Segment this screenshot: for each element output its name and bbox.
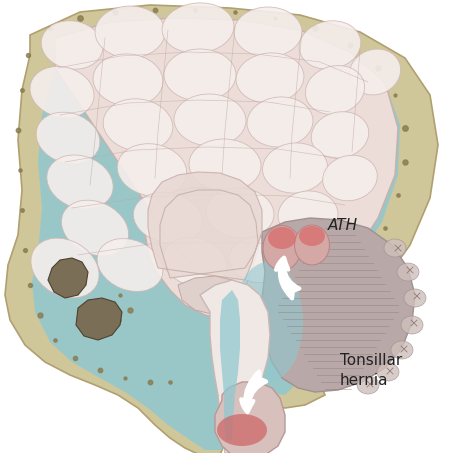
Polygon shape xyxy=(148,172,262,280)
Ellipse shape xyxy=(299,226,325,246)
Ellipse shape xyxy=(384,239,406,257)
Ellipse shape xyxy=(30,67,94,118)
Polygon shape xyxy=(55,18,398,320)
Ellipse shape xyxy=(47,155,113,209)
Ellipse shape xyxy=(174,94,246,146)
Ellipse shape xyxy=(311,112,369,158)
Polygon shape xyxy=(5,5,438,453)
Ellipse shape xyxy=(299,21,361,69)
Ellipse shape xyxy=(278,191,338,239)
Ellipse shape xyxy=(95,6,165,58)
Ellipse shape xyxy=(41,21,103,69)
Ellipse shape xyxy=(404,289,426,307)
Polygon shape xyxy=(220,290,240,440)
Ellipse shape xyxy=(305,66,365,115)
Ellipse shape xyxy=(36,112,100,164)
Ellipse shape xyxy=(263,226,301,270)
Ellipse shape xyxy=(349,49,401,95)
Ellipse shape xyxy=(97,239,163,291)
Ellipse shape xyxy=(31,238,99,298)
Ellipse shape xyxy=(391,341,413,359)
Polygon shape xyxy=(200,280,270,453)
Polygon shape xyxy=(215,382,285,453)
Ellipse shape xyxy=(247,97,313,147)
Ellipse shape xyxy=(236,53,304,103)
Ellipse shape xyxy=(163,237,227,287)
Text: ATH: ATH xyxy=(328,218,358,233)
Ellipse shape xyxy=(401,316,423,334)
Polygon shape xyxy=(76,298,122,340)
Ellipse shape xyxy=(233,262,303,382)
Ellipse shape xyxy=(397,263,419,281)
Ellipse shape xyxy=(62,200,128,256)
Polygon shape xyxy=(178,276,242,314)
Polygon shape xyxy=(262,218,415,392)
Ellipse shape xyxy=(217,414,267,446)
Ellipse shape xyxy=(323,155,377,201)
Ellipse shape xyxy=(164,49,236,101)
Ellipse shape xyxy=(268,227,296,249)
Ellipse shape xyxy=(162,3,234,53)
Ellipse shape xyxy=(377,363,399,381)
Ellipse shape xyxy=(103,99,173,151)
Ellipse shape xyxy=(263,143,328,193)
Polygon shape xyxy=(32,18,400,450)
Ellipse shape xyxy=(206,188,274,238)
Text: Tonsillar
hernia: Tonsillar hernia xyxy=(340,353,402,388)
Ellipse shape xyxy=(189,139,261,191)
Ellipse shape xyxy=(133,193,202,244)
Ellipse shape xyxy=(117,144,187,196)
Ellipse shape xyxy=(294,225,329,265)
Ellipse shape xyxy=(357,376,379,394)
Ellipse shape xyxy=(93,54,163,106)
Polygon shape xyxy=(48,258,88,298)
Ellipse shape xyxy=(234,7,302,57)
Ellipse shape xyxy=(229,237,287,283)
